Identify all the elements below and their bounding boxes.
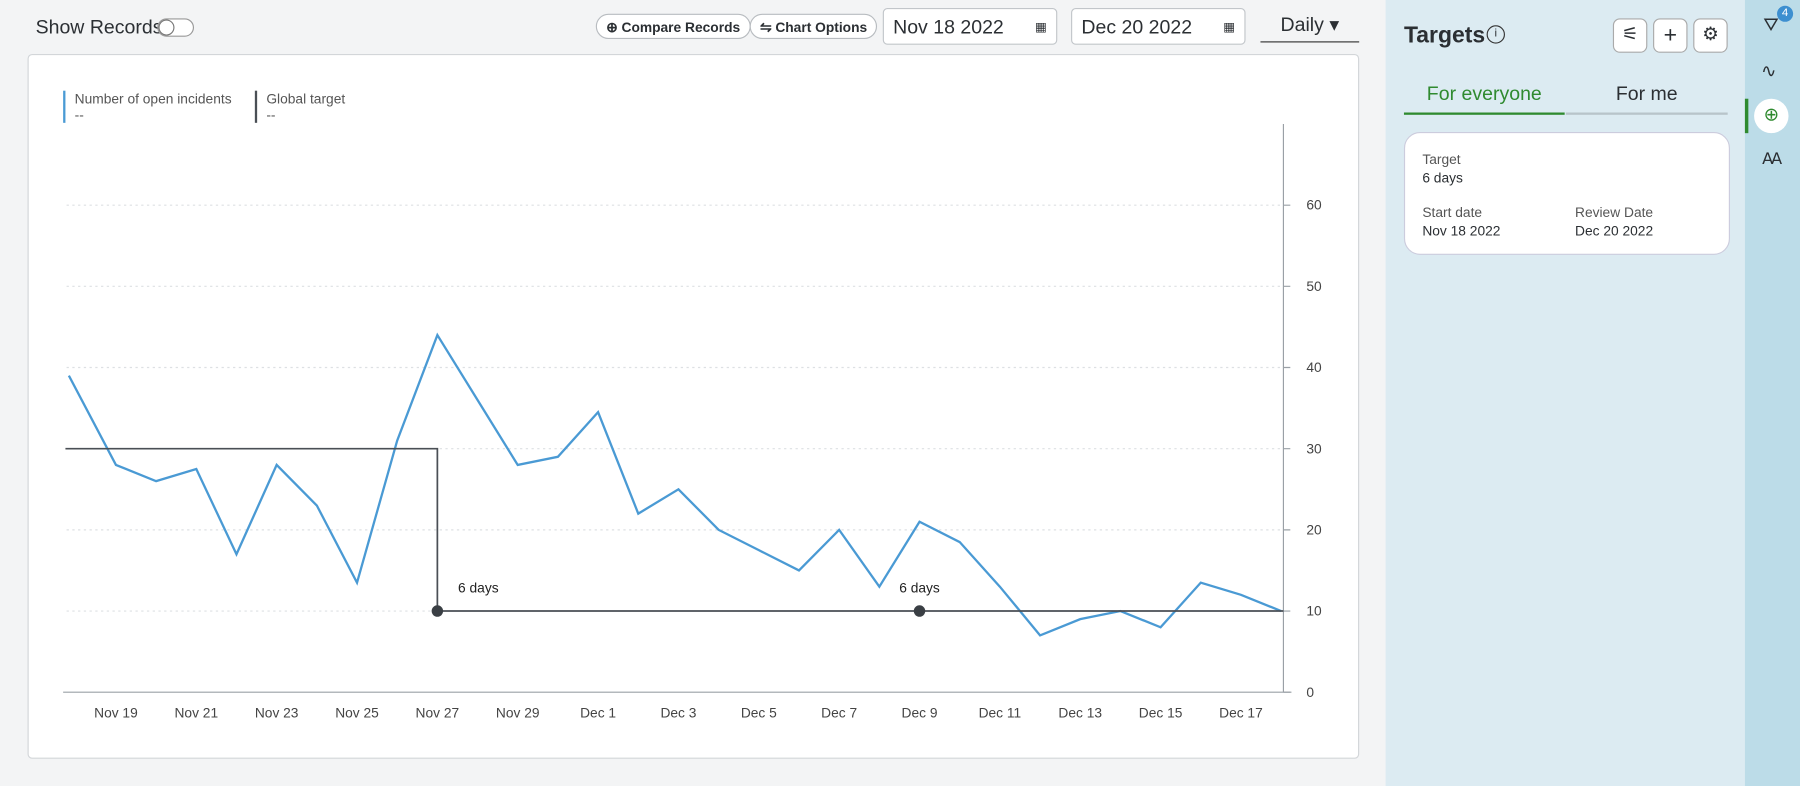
add-button[interactable]: +: [1653, 18, 1688, 53]
filter-icon[interactable]: ⛛: [1763, 16, 1779, 36]
interval-select[interactable]: Daily ▾: [1260, 13, 1360, 43]
field-value: Nov 18 2022: [1422, 222, 1501, 239]
x-tick-label: Dec 11: [979, 705, 1022, 720]
chart: 0 10 20 30 40 50 60 Nov 19 Nov 21 Nov 23 Nov 25 Nov…: [63, 123, 1322, 720]
legend-name: Number of open incidents: [74, 90, 232, 107]
field-value: Dec 20 2022: [1575, 222, 1654, 239]
legend-item: Global target --: [254, 90, 346, 123]
legend-value: --: [74, 106, 84, 123]
y-tick-label: 0: [1306, 685, 1314, 700]
start-date-text: Nov 18 2022: [893, 16, 1004, 38]
x-tick-label: Nov 23: [255, 705, 299, 720]
target-icon[interactable]: ⊕: [1754, 98, 1789, 134]
x-tick-label: Nov 29: [496, 705, 540, 720]
field-label: Start date: [1422, 204, 1483, 221]
field-label: Review Date: [1575, 204, 1654, 221]
trend-icon[interactable]: ∿: [1760, 61, 1777, 82]
targets-panel: Targets i ⚟ + ⚙ For everyone For me Targ…: [1385, 0, 1745, 786]
annotation: 6 days: [899, 581, 940, 596]
x-tick-label: Dec 5: [741, 705, 777, 720]
show-records-label: Show Records: [35, 16, 163, 38]
targets-title: Targets: [1403, 22, 1486, 49]
x-tick-label: Nov 21: [174, 705, 218, 720]
legend-item: Number of open incidents --: [63, 90, 232, 123]
end-date-text: Dec 20 2022: [1081, 16, 1193, 38]
x-tick-label: Nov 27: [416, 705, 460, 720]
x-tick-label: Dec 3: [660, 705, 696, 720]
x-tick-label: Dec 9: [902, 705, 938, 720]
chart-card: [27, 53, 1360, 759]
annotation: 6 days: [458, 581, 499, 596]
y-tick-label: 60: [1306, 198, 1322, 213]
target-marker: [431, 605, 444, 617]
toggle[interactable]: [157, 18, 195, 37]
y-tick-label: 30: [1306, 441, 1322, 456]
active-indicator: [1744, 98, 1749, 134]
start-date[interactable]: Nov 18 2022 ▦: [882, 8, 1058, 45]
side-rail: ⛛ 4 ∿ ⊕ Ꜳ: [1744, 0, 1800, 786]
target-marker: [913, 605, 926, 617]
series-line: [65, 447, 1284, 612]
x-tick-label: Dec 17: [1219, 705, 1263, 720]
tab[interactable]: For me: [1565, 83, 1728, 115]
y-tick-label: 20: [1306, 522, 1322, 537]
interval-text: Daily: [1280, 13, 1324, 36]
tab[interactable]: For everyone: [1403, 83, 1565, 115]
compare-text: Compare Records: [621, 19, 741, 36]
chart-options-text: Chart Options: [775, 19, 868, 36]
filter-button[interactable]: ⚟: [1612, 18, 1648, 53]
field-label: Target: [1422, 151, 1461, 168]
x-tick-label: Nov 19: [94, 705, 138, 720]
field-value: 6 days: [1422, 169, 1463, 186]
legend-value: --: [266, 106, 276, 123]
target-card[interactable]: Target 6 days Start date Nov 18 2022 Rev…: [1403, 132, 1730, 255]
badge: 4: [1777, 5, 1794, 22]
y-tick-label: 10: [1306, 604, 1322, 619]
x-tick-label: Dec 15: [1139, 705, 1183, 720]
legend-name: Global target: [266, 90, 346, 107]
y-tick-label: 50: [1306, 279, 1322, 294]
series-line: [67, 332, 1282, 637]
info-icon[interactable]: i: [1486, 25, 1505, 44]
x-tick-label: Nov 25: [335, 705, 379, 720]
y-tick-label: 40: [1306, 360, 1322, 375]
x-tick-label: Dec 13: [1058, 705, 1102, 720]
annotation-icon[interactable]: Ꜳ: [1762, 149, 1783, 168]
compare-button[interactable]: ⊕ Compare Records: [595, 13, 751, 40]
x-tick-label: Dec 7: [821, 705, 857, 720]
settings-button[interactable]: ⚙: [1693, 18, 1728, 53]
end-date[interactable]: Dec 20 2022 ▦: [1071, 8, 1246, 45]
chart-options-button[interactable]: ⇋ Chart Options: [749, 13, 878, 40]
x-tick-label: Dec 1: [580, 705, 616, 720]
